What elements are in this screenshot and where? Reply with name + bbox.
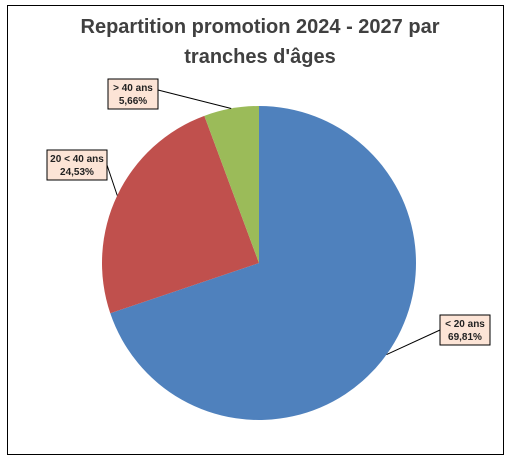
chart-title: Repartition promotion 2024 - 2027 par tr…	[80, 16, 440, 68]
pie-slice	[204, 106, 259, 263]
value-label: 69,81%	[448, 332, 482, 343]
category-label: 20 < 40 ans	[50, 154, 104, 165]
value-label: 5,66%	[119, 96, 147, 107]
label-box	[46, 149, 108, 181]
category-label: < 20 ans	[445, 319, 485, 330]
value-label: 24,53%	[60, 167, 94, 178]
leader-line	[157, 89, 232, 109]
label-box	[107, 78, 159, 110]
pie-slice	[110, 106, 417, 420]
leader-line	[106, 164, 118, 196]
label-box	[439, 314, 491, 346]
leader-line	[386, 329, 441, 355]
pie-slice	[101, 115, 260, 314]
category-label: > 40 ans	[113, 83, 153, 94]
